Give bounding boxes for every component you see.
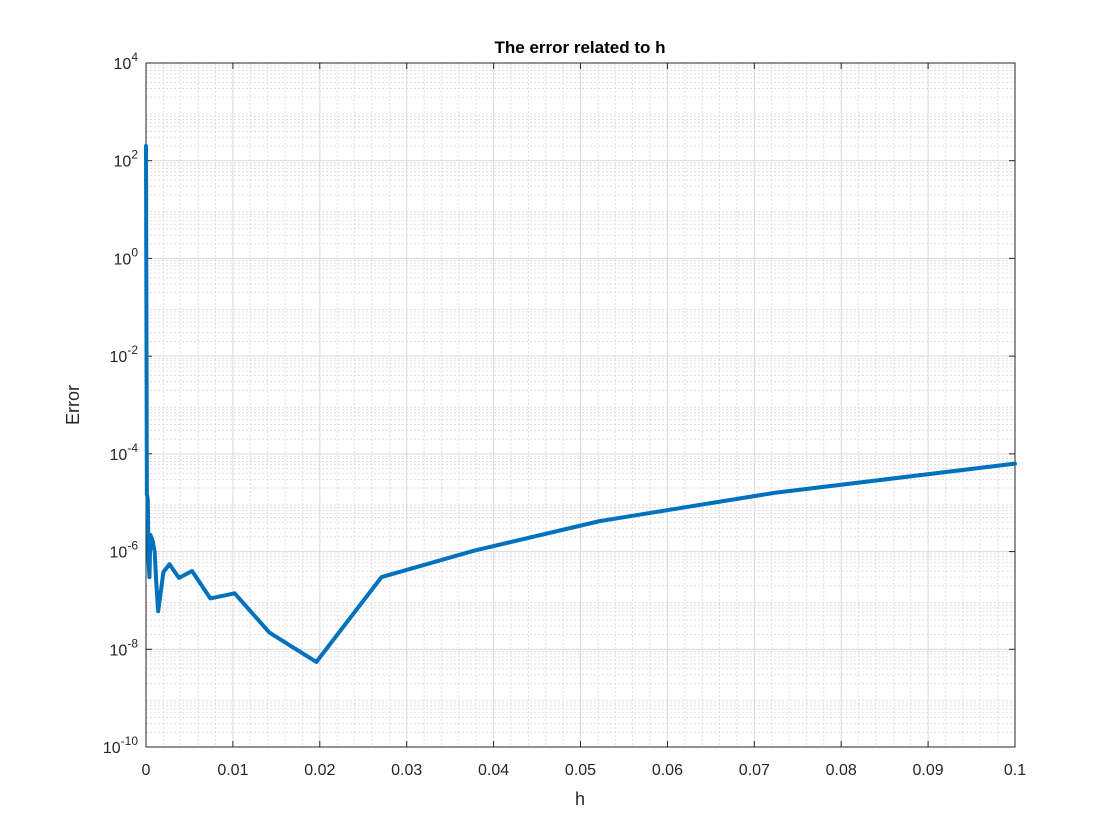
y-tick-exponent: 2	[131, 148, 138, 162]
error-series-line	[144, 144, 1017, 664]
x-axis-label: h	[575, 789, 585, 809]
y-tick-base: 10	[110, 642, 128, 659]
x-tick-label: 0.05	[565, 762, 596, 779]
x-tick-label: 0.08	[826, 762, 857, 779]
y-tick-label: 10-6	[110, 539, 139, 562]
y-tick-exponent: -2	[127, 343, 138, 357]
y-tick-exponent: -10	[121, 734, 139, 748]
series-layer	[144, 144, 1017, 664]
y-tick-base: 10	[114, 154, 132, 171]
y-tick-base: 10	[103, 740, 121, 757]
y-tick-label: 100	[114, 245, 139, 268]
y-tick-label: 10-8	[110, 636, 139, 659]
x-tick-label: 0.06	[652, 762, 683, 779]
y-tick-exponent: 0	[131, 245, 138, 259]
y-tick-exponent: -8	[127, 636, 138, 650]
y-tick-exponent: 4	[131, 50, 138, 64]
y-tick-base: 10	[114, 56, 132, 73]
y-tick-label: 104	[114, 50, 139, 73]
grid	[145, 62, 1016, 748]
x-tick-label: 0	[142, 762, 151, 779]
y-tick-base: 10	[114, 251, 132, 268]
y-tick-base: 10	[110, 447, 128, 464]
y-tick-base: 10	[110, 349, 128, 366]
x-tick-label: 0.03	[391, 762, 422, 779]
y-axis-label: Error	[63, 385, 83, 425]
y-tick-label: 10-2	[110, 343, 139, 366]
x-tick-label: 0.02	[304, 762, 335, 779]
x-tick-label: 0.07	[739, 762, 770, 779]
y-tick-exponent: -6	[127, 539, 138, 553]
x-tick-label: 0.01	[217, 762, 248, 779]
x-tick-label: 0.1	[1004, 762, 1026, 779]
y-tick-base: 10	[110, 545, 128, 562]
y-tick-label: 102	[114, 148, 139, 171]
x-tick-label: 0.09	[913, 762, 944, 779]
y-tick-label: 10-4	[110, 441, 139, 464]
x-tick-label: 0.04	[478, 762, 509, 779]
chart-title: The error related to h	[495, 38, 666, 57]
y-tick-label: 10-10	[103, 734, 138, 757]
y-tick-exponent: -4	[127, 441, 138, 455]
